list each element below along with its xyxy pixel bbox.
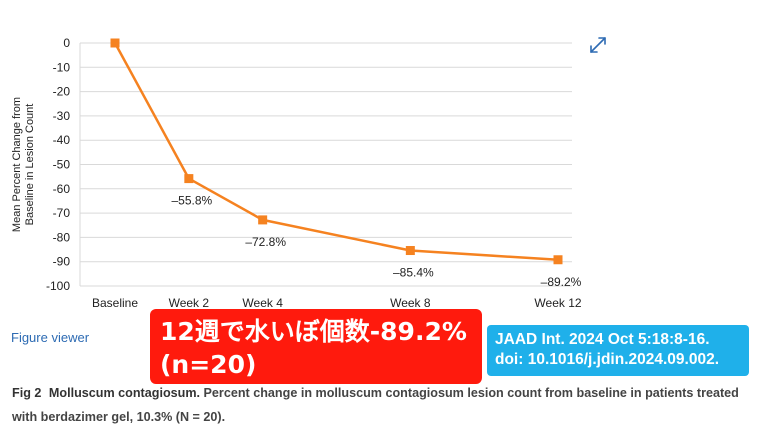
line-chart: 0 -10 -20 -30 -40 -50 -60 -70 -80 -90 -100 Baselin… <box>11 36 582 310</box>
x-axis-ticks: Baseline Week 2 Week 4 Week 8 Week 12 <box>92 296 582 310</box>
series-line <box>113 42 559 262</box>
y-tick-label: -90 <box>53 255 71 269</box>
x-tick-label: Week 8 <box>390 296 431 310</box>
data-label: –72.8% <box>245 235 286 249</box>
figure-caption: Fig 2 Molluscum contagiosum. Percent cha… <box>12 381 756 429</box>
caption-label: Fig 2 <box>12 386 42 400</box>
data-point <box>405 246 415 256</box>
y-tick-label: -50 <box>53 158 71 172</box>
y-axis-label: Mean Percent Change from Baseline in Lesi… <box>11 97 36 232</box>
y-tick-label: -40 <box>53 133 71 147</box>
figure-viewer-link[interactable]: Figure viewer <box>11 330 90 345</box>
caption-body: Percent change in molluscum contagiosum … <box>12 386 739 424</box>
data-point <box>110 38 120 48</box>
x-tick-label: Baseline <box>92 296 138 310</box>
data-label: –85.4% <box>393 266 434 280</box>
data-point <box>258 215 268 225</box>
y-tick-label: -60 <box>53 182 71 196</box>
expand-icon <box>590 37 606 53</box>
y-tick-label: -20 <box>53 85 71 99</box>
x-tick-label: Week 12 <box>534 296 581 310</box>
y-axis-title-line: Baseline in Lesion Count <box>24 104 36 226</box>
chart-series <box>110 38 563 265</box>
y-tick-label: 0 <box>63 36 70 50</box>
result-summary-overlay: 12週で水いぼ個数-89.2% (n=20) <box>150 309 482 384</box>
y-axis-title-line: Mean Percent Change from <box>11 97 23 232</box>
x-tick-label: Week 2 <box>169 296 210 310</box>
y-tick-label: -80 <box>53 230 71 244</box>
y-tick-label: -30 <box>53 109 71 123</box>
data-label: –55.8% <box>171 194 212 208</box>
citation-overlay: JAAD Int. 2024 Oct 5:18:8-16. doi: 10.10… <box>487 325 749 376</box>
data-labels: –55.8% –72.8% –85.4% –89.2% <box>171 194 581 289</box>
data-point <box>184 174 194 184</box>
chart-grid <box>79 42 572 287</box>
x-tick-label: Week 4 <box>242 296 283 310</box>
data-label: –89.2% <box>541 275 582 289</box>
data-point <box>553 255 563 265</box>
y-tick-label: -10 <box>53 60 71 74</box>
y-tick-label: -100 <box>46 279 70 293</box>
y-axis-ticks: 0 -10 -20 -30 -40 -50 -60 -70 -80 -90 -100 <box>46 36 70 293</box>
expand-figure-button[interactable] <box>588 35 608 55</box>
caption-title: Molluscum contagiosum. <box>48 386 201 400</box>
y-tick-label: -70 <box>53 206 71 220</box>
